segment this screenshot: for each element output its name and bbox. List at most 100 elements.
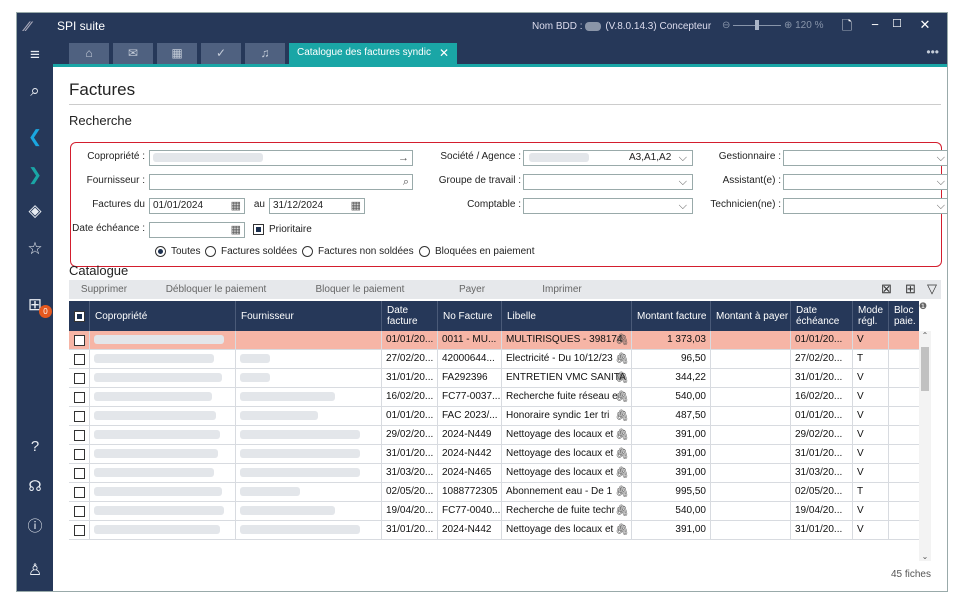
excel-export-icon[interactable]: ⊠ [881,281,892,296]
col-bloc-paie[interactable]: Bloc paie. [888,301,919,331]
column-options-icon[interactable]: ❶ [919,301,928,311]
chevron-down-icon[interactable]: ⌵ [678,200,687,212]
col-montant-facture[interactable]: Montant facture [631,301,710,331]
societe-select[interactable]: A3,A1,A2 ⌵ [523,150,693,166]
add-icon[interactable]: ⊞ [905,281,916,296]
gestionnaire-select[interactable]: ⌵ [783,150,947,166]
maximize-button[interactable]: ☐ [892,18,902,30]
col-date-echeance[interactable]: Date échéance [790,301,852,331]
attachment-icon[interactable]: 🖇 [615,448,629,460]
back-arrow-icon[interactable]: ❮ [27,127,43,146]
select-all-checkbox[interactable] [74,310,85,322]
attachment-icon[interactable]: 🖇 [615,334,629,346]
chevron-down-icon[interactable]: ⌵ [678,176,687,188]
table-row[interactable]: 01/01/20... FAC 2023/... Honoraire syndic … [69,407,919,426]
info-icon[interactable]: ⓘ [27,518,43,535]
network-icon[interactable]: ⊞ 0 [23,293,52,318]
prioritaire-checkbox[interactable] [253,224,264,235]
table-row[interactable]: 31/01/20... FA292396 ENTRETIEN VMC SANITA 🖇… [69,369,919,388]
col-libelle[interactable]: Libelle [501,301,631,331]
chevron-down-icon[interactable]: ⌵ [936,176,945,188]
more-options-icon[interactable]: ••• [926,45,939,59]
zoom-control[interactable]: ⊖ ⊕ 120 % [722,19,823,31]
radio-toutes[interactable] [155,246,166,257]
date-echeance-field[interactable]: ▦ [149,222,245,238]
chevron-down-icon[interactable]: ⌵ [936,200,945,212]
scroll-up-icon[interactable]: ⌃ [921,331,929,340]
fournisseur-field[interactable]: ⌕ [149,174,413,190]
bloquer-paiement-button[interactable]: Bloquer le paiement [315,284,405,295]
table-row[interactable]: 01/01/20... 0011 - MU... MULTIRISQUES - 39… [69,331,919,350]
row-checkbox[interactable] [74,392,85,403]
tab-mail[interactable]: ✉ [113,43,153,64]
arrow-right-icon[interactable]: → [398,152,409,164]
col-copropriete[interactable]: Copropriété [89,301,235,331]
tab-catalogue-factures[interactable]: Catalogue des factures syndic ✕ [289,43,457,64]
debloquer-paiement-button[interactable]: Débloquer le paiement [165,284,267,295]
attachment-icon[interactable]: 🖇 [615,410,629,422]
copropriete-field[interactable]: → [149,150,413,166]
imprimer-button[interactable]: Imprimer [542,284,582,295]
row-checkbox[interactable] [74,430,85,441]
attachment-icon[interactable]: 🖇 [615,353,629,365]
comptable-select[interactable]: ⌵ [523,198,693,214]
attachment-icon[interactable]: 🖇 [615,505,629,517]
zoom-out-icon[interactable]: ⊖ [722,20,731,31]
table-row[interactable]: 29/02/20... 2024-N449 Nettoyage des locaux… [69,426,919,445]
vertical-scrollbar[interactable]: ⌃ ⌄ [919,331,931,561]
assistant-select[interactable]: ⌵ [783,174,947,190]
attachment-icon[interactable]: 🖇 [615,372,629,384]
search-icon[interactable]: ⌕ [402,176,409,188]
close-tab-icon[interactable]: ✕ [438,46,449,60]
calendar-icon[interactable]: ▦ [230,224,241,236]
table-row[interactable]: 16/02/20... FC77-0037... Recherche fuite r… [69,388,919,407]
row-checkbox[interactable] [74,373,85,384]
headset-icon[interactable]: ☊ [28,478,42,495]
forward-arrow-icon[interactable]: ❯ [27,165,43,184]
attachment-icon[interactable]: 🖇 [615,524,629,536]
table-row[interactable]: 02/05/20... 1088772305 Abonnement eau - De… [69,483,919,502]
row-checkbox[interactable] [74,487,85,498]
diamond-nav-icon[interactable]: ◈ [28,201,42,220]
row-checkbox[interactable] [74,525,85,536]
col-montant-a-payer[interactable]: Montant à payer [710,301,790,331]
row-checkbox[interactable] [74,411,85,422]
col-no-facture[interactable]: No Facture [437,301,501,331]
radio-bloquees[interactable] [419,246,430,257]
zoom-thumb[interactable] [755,19,760,30]
zoom-in-icon[interactable]: ⊕ [783,20,793,31]
calendar-icon[interactable]: ▦ [350,200,361,212]
tab-notifications[interactable]: ♫ [245,43,285,64]
table-row[interactable]: 27/02/20... 42000644... Electricité - Du 1… [69,350,919,369]
table-row[interactable]: 31/03/20... 2024-N465 Nettoyage des locaux… [69,464,919,483]
col-mode-regl[interactable]: Mode régl. [852,301,888,331]
attachment-icon[interactable]: 🖇 [615,429,629,441]
row-checkbox[interactable] [74,449,85,460]
radio-factures-soldees[interactable] [205,246,216,257]
date-to-field[interactable]: 31/12/2024 ▦ [269,198,365,214]
table-row[interactable]: 19/04/20... FC77-0040... Recherche de fuit… [69,502,919,521]
supprimer-button[interactable]: Supprimer [80,284,128,295]
minimize-button[interactable]: − [871,17,879,32]
search-icon[interactable]: ⌕ [30,81,40,100]
chevron-down-icon[interactable]: ⌵ [936,152,945,164]
row-checkbox[interactable] [74,468,85,479]
attachment-icon[interactable]: 🖇 [615,391,629,403]
zoom-slider[interactable] [733,19,782,30]
payer-button[interactable]: Payer [458,284,486,295]
calendar-icon[interactable]: ▦ [230,200,241,212]
attachment-icon[interactable]: 🖇 [615,467,629,479]
date-from-field[interactable]: 01/01/2024 ▦ [149,198,245,214]
star-icon[interactable]: ☆ [27,239,43,258]
table-row[interactable]: 31/01/20... 2024-N442 Nettoyage des locaux… [69,521,919,540]
row-checkbox[interactable] [74,506,85,517]
scroll-down-icon[interactable]: ⌄ [921,552,929,561]
table-row[interactable]: 31/01/20... 2024-N442 Nettoyage des locaux… [69,445,919,464]
groupe-travail-select[interactable]: ⌵ [523,174,693,190]
col-fournisseur[interactable]: Fournisseur [235,301,381,331]
help-icon[interactable]: ? [30,438,40,455]
document-icon[interactable]: 🗋 [841,18,853,33]
technicien-select[interactable]: ⌵ [783,198,947,214]
attachment-icon[interactable]: 🖇 [615,486,629,498]
close-button[interactable]: ✕ [919,17,931,32]
